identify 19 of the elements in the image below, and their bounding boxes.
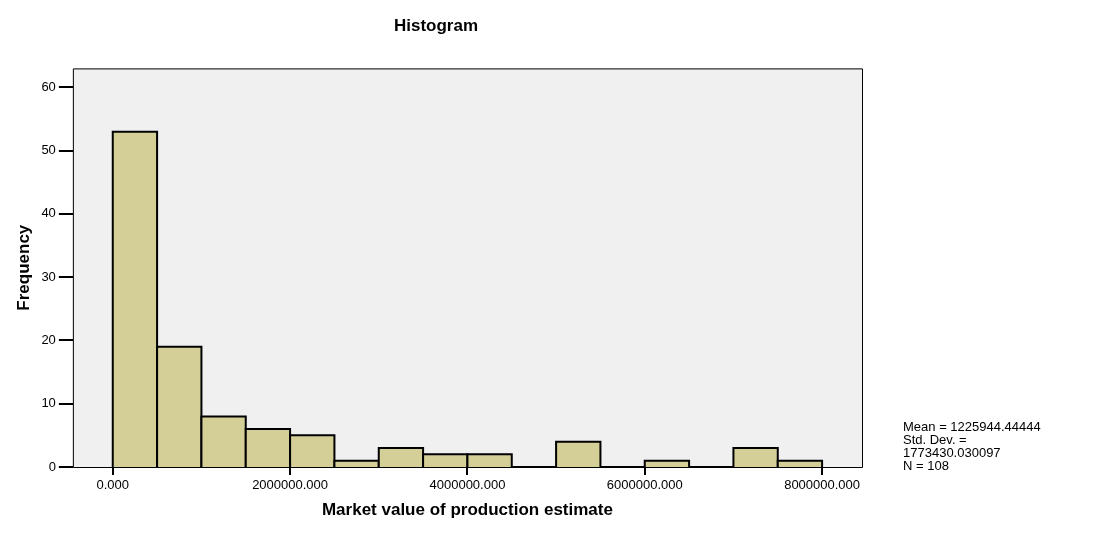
y-tick-label: 10 [41,395,56,411]
y-tick-label: 50 [41,142,56,158]
x-tick-label: 0.000 [96,477,130,493]
x-axis-title: Market value of production estimate [321,500,613,520]
text: Std. Dev. = [903,432,967,448]
y-tick-label: 40 [41,205,56,221]
x-tick-label: 8000000.000 [784,477,861,493]
x-tick-label: 6000000.000 [606,477,683,493]
y-tick-label: 20 [41,332,56,348]
y-tick-label: 0 [48,458,56,474]
x-tick-label: 2000000.000 [252,477,329,493]
x-tick-label: 4000000.000 [429,477,506,493]
text: Mean = 1225944.44444 [903,419,1041,435]
y-tick-label: 60 [41,78,56,94]
text: 1773430.030097 [903,445,1001,461]
y-axis-title: Frequency [13,224,33,311]
y-tick-label: 30 [41,268,56,284]
chart-title: Histogram [393,15,479,35]
text: N = 108 [903,458,949,474]
